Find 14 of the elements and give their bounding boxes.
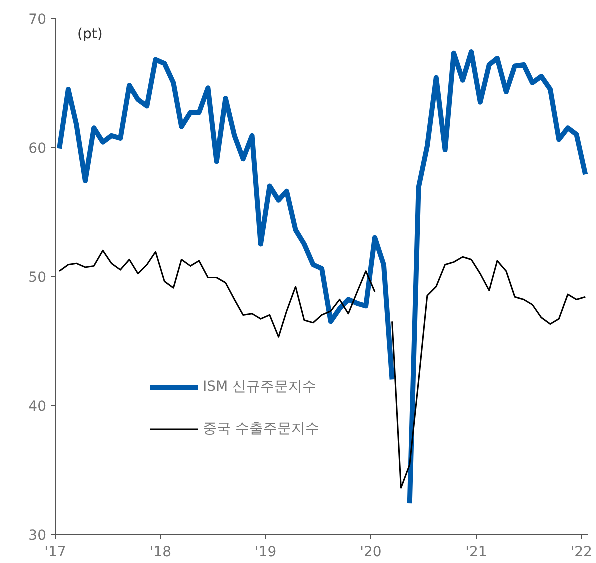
legend-label: ISM 신규주문지수	[203, 378, 317, 396]
y-tick-label: 60	[28, 141, 47, 157]
y-tick-label: 50	[28, 270, 47, 286]
x-tick-label: '20	[360, 544, 382, 560]
x-tick-label: '17	[44, 544, 66, 560]
x-tick-label: '18	[150, 544, 172, 560]
x-tick-label: '21	[466, 544, 488, 560]
legend-label: 중국 수출주문지수	[203, 420, 320, 438]
y-tick-label: 40	[28, 399, 47, 415]
x-tick-label: '19	[254, 544, 277, 560]
x-tick-label: '22	[570, 544, 592, 560]
y-tick-label: 30	[28, 528, 47, 544]
y-tick-label: 70	[28, 12, 47, 28]
y-axis-title: (pt)	[78, 26, 103, 42]
